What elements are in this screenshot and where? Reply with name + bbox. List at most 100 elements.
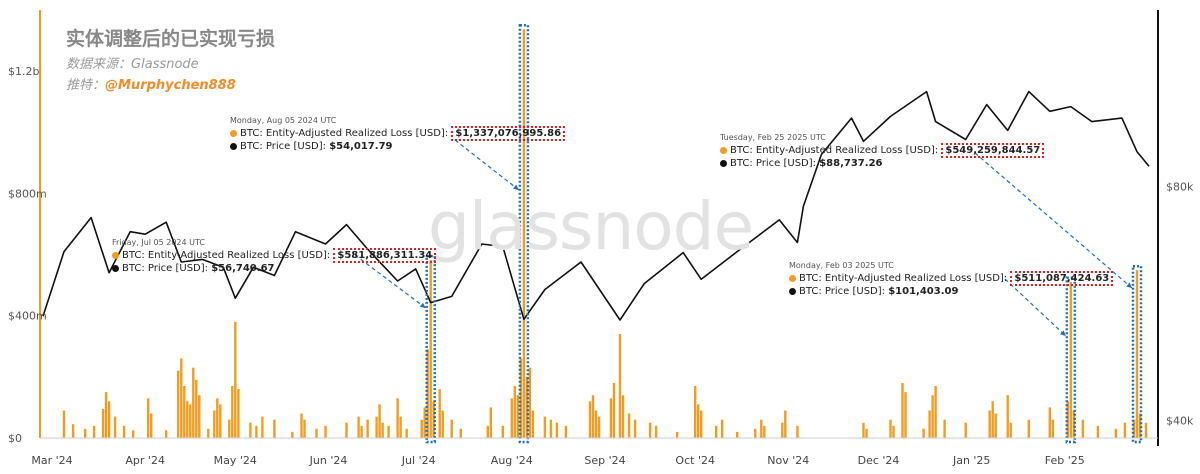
loss-bar (1123, 422, 1127, 438)
loss-bar (195, 379, 198, 438)
twitter-handle-row: 推特：@Murphychen888 (66, 74, 236, 93)
loss-bar (648, 422, 652, 438)
tooltip-price-row: BTC: Price [USD]: $54,017.79 (230, 140, 565, 153)
y-left-tick-label: $800m (8, 187, 47, 200)
loss-bar (216, 398, 219, 438)
loss-bar (555, 422, 559, 438)
tooltip-jul05: Friday, Jul 05 2024 UTC BTC: Entity-Adju… (112, 236, 437, 275)
tooltip-loss-value: $581,886,311.34 (333, 248, 437, 263)
tooltip-loss-label: BTC: Entity-Adjusted Realized Loss [USD]… (122, 250, 331, 261)
loss-bar (510, 398, 513, 438)
loss-dot-icon (720, 146, 727, 154)
loss-bar (345, 422, 348, 438)
loss-bar (994, 413, 997, 438)
loss-bar (183, 386, 186, 438)
loss-bar (450, 419, 453, 438)
loss-bar (399, 416, 402, 438)
loss-bar (438, 389, 441, 438)
tooltip-price-row: BTC: Price [USD]: $101,403.09 (789, 285, 1113, 298)
loss-bar (922, 428, 925, 438)
loss-bar (231, 386, 234, 438)
tooltip-price-value: $101,403.09 (888, 286, 959, 297)
loss-bar (357, 416, 360, 438)
loss-bar (375, 416, 378, 438)
loss-bar (378, 404, 381, 438)
loss-bar (1135, 270, 1139, 438)
tooltip-price-row: BTC: Price [USD]: $88,737.26 (720, 157, 1044, 170)
y-left-tick-label: $1.2b (8, 65, 39, 78)
loss-bar (501, 425, 504, 438)
tooltip-feb25: Tuesday, Feb 25 2025 UTC BTC: Entity-Adj… (720, 131, 1045, 170)
loss-bar (697, 404, 700, 438)
loss-bar (784, 410, 787, 438)
loss-bar (1138, 413, 1142, 438)
x-tick-label: Jul '24 (401, 454, 436, 467)
loss-bar (943, 419, 946, 438)
highlight-box (1065, 276, 1077, 444)
loss-bar (564, 425, 568, 438)
callout-arrow-head (513, 184, 519, 190)
loss-bar (432, 401, 435, 438)
loss-bar (621, 395, 625, 438)
loss-bar (591, 395, 595, 438)
loss-dot-icon (112, 251, 119, 259)
x-tick-label: Dec '24 (858, 454, 900, 467)
tooltip-loss-value: $511,087,424.63 (1010, 271, 1114, 286)
price-dot-icon (112, 264, 119, 272)
loss-bar (426, 349, 429, 438)
loss-bar (675, 431, 679, 438)
loss-bar (1096, 425, 1100, 438)
tooltip-price-value: $54,017.79 (329, 141, 393, 152)
data-source: 数据来源：Glassnode (66, 53, 199, 72)
callout-arrow-head (1060, 330, 1066, 336)
loss-bar (83, 428, 87, 438)
loss-bar (186, 401, 189, 438)
callout-arrows (354, 139, 1133, 337)
x-tick-label: Apr '24 (125, 454, 165, 467)
tooltip-date: Friday, Jul 05 2024 UTC (112, 238, 206, 247)
loss-bar (594, 410, 598, 438)
loss-bar (928, 410, 931, 438)
tooltip-loss-value: $549,259,844.57 (941, 143, 1045, 158)
loss-bar (525, 376, 529, 438)
loss-bar (101, 409, 105, 438)
tooltip-loss-row: BTC: Entity-Adjusted Realized Loss [USD]… (230, 126, 566, 141)
loss-bar (228, 419, 231, 438)
loss-bar (189, 404, 192, 438)
loss-bar (150, 413, 153, 438)
x-tick-label: Nov '24 (767, 454, 809, 467)
tooltip-loss-label: BTC: Entity-Adjusted Realized Loss [USD]… (240, 128, 449, 139)
loss-bar (715, 425, 718, 438)
loss-dot-icon (789, 274, 796, 282)
twitter-handle[interactable]: @Murphychen888 (105, 78, 236, 93)
loss-bar (627, 413, 631, 438)
loss-bar (736, 431, 739, 438)
loss-bar (901, 383, 904, 438)
loss-bar (459, 428, 462, 438)
highlight-box (1131, 264, 1143, 444)
tooltip-date: Tuesday, Feb 25 2025 UTC (720, 133, 826, 142)
loss-bar (315, 428, 318, 438)
source-value: Glassnode (131, 57, 199, 72)
loss-bar (366, 419, 369, 438)
loss-bar (192, 367, 195, 438)
loss-bar (291, 431, 294, 438)
loss-bar (255, 425, 258, 438)
loss-bar (423, 407, 426, 438)
loss-bar (934, 386, 937, 438)
loss-bar (132, 430, 135, 438)
highlight-box (425, 254, 436, 444)
loss-bar (273, 419, 276, 438)
tooltip-loss-label: BTC: Entity-Adjusted Realized Loss [USD]… (730, 145, 939, 156)
tooltip-loss-row: BTC: Entity-Adjusted Realized Loss [USD]… (112, 248, 437, 263)
loss-bar (360, 425, 363, 438)
loss-bar (219, 404, 222, 438)
tooltip-price-value: $88,737.26 (819, 158, 883, 169)
loss-bar (1009, 422, 1012, 438)
loss-bar (381, 422, 384, 438)
loss-bar (618, 334, 622, 438)
loss-bar (104, 392, 108, 438)
loss-dot-icon (230, 129, 237, 137)
